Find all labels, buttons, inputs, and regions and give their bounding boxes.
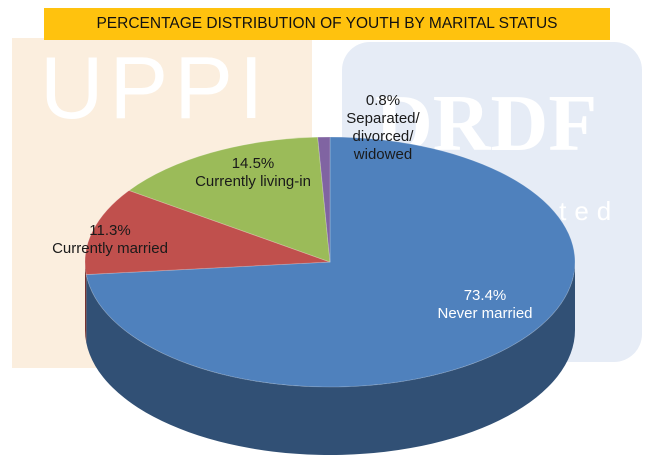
slice-side <box>85 262 87 343</box>
value-label: 73.4% <box>463 287 507 304</box>
slice-side <box>86 262 575 455</box>
category-label: Currently married <box>52 240 168 257</box>
slice-label: 0.8% Separated/ divorced/ widowed <box>346 92 419 164</box>
chart-title: PERCENTAGE DISTRIBUTION OF YOUTH BY MARI… <box>44 8 610 40</box>
slice <box>85 136 576 388</box>
value-label: 0.8% <box>365 92 401 109</box>
slice-label: 14.5% Currently living-in <box>195 155 311 191</box>
slice <box>317 136 331 263</box>
category-label: Separated/ divorced/ widowed <box>346 110 420 163</box>
value-label: 14.5% <box>231 155 275 172</box>
value-label: 11.3% <box>89 222 131 239</box>
slice <box>128 136 331 263</box>
category-label: Never married <box>437 305 533 322</box>
watermark-text: UPPI <box>40 38 269 137</box>
slice-label: 11.3% Currently married <box>52 222 168 258</box>
slice-label: 73.4% Never married <box>437 287 532 323</box>
slice <box>84 189 331 275</box>
category-label: Currently living-in <box>195 173 311 190</box>
